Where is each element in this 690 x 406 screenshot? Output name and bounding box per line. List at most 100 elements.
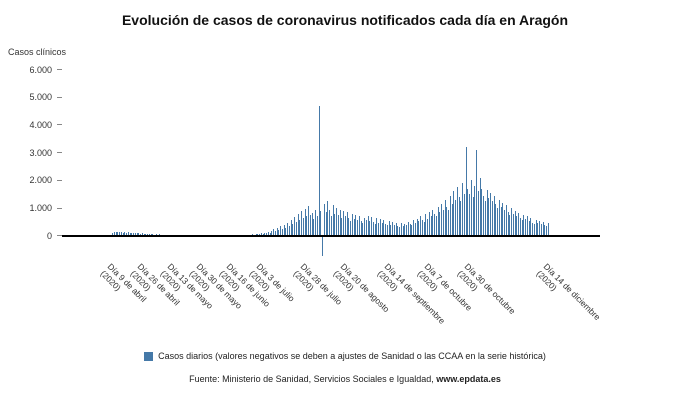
bar-casos-diarios[interactable]	[390, 224, 392, 236]
bar-casos-diarios[interactable]	[519, 218, 521, 236]
bar-casos-diarios[interactable]	[353, 219, 355, 236]
bar-casos-diarios[interactable]	[271, 230, 273, 236]
bar-casos-diarios[interactable]	[320, 210, 322, 236]
bar-casos-diarios[interactable]	[129, 233, 131, 236]
bar-casos-diarios[interactable]	[283, 225, 285, 236]
bar-casos-diarios[interactable]	[343, 210, 345, 236]
bar-casos-diarios[interactable]	[122, 232, 124, 236]
bar-casos-diarios[interactable]	[474, 185, 476, 236]
bar-casos-diarios[interactable]	[446, 206, 448, 236]
bar-casos-diarios[interactable]	[463, 194, 465, 236]
bar-casos-diarios[interactable]	[451, 203, 453, 236]
bar-casos-diarios[interactable]	[280, 226, 282, 236]
bar-casos-diarios[interactable]	[301, 211, 303, 236]
bar-casos-diarios[interactable]	[441, 203, 443, 236]
bar-casos-diarios[interactable]	[362, 223, 364, 236]
bar-casos-diarios[interactable]	[381, 223, 383, 236]
bar-casos-diarios[interactable]	[439, 212, 441, 236]
bar-casos-diarios[interactable]	[140, 233, 142, 236]
bar-casos-diarios[interactable]	[344, 216, 346, 236]
bar-casos-diarios[interactable]	[127, 232, 129, 236]
bar-casos-diarios[interactable]	[407, 221, 409, 236]
bar-casos-diarios[interactable]	[502, 202, 504, 236]
bar-casos-diarios[interactable]	[406, 225, 408, 236]
bar-casos-diarios[interactable]	[346, 212, 348, 236]
bar-casos-diarios[interactable]	[322, 236, 324, 257]
bar-casos-diarios[interactable]	[488, 198, 490, 236]
bar-casos-diarios[interactable]	[448, 209, 450, 236]
bar-casos-diarios[interactable]	[117, 231, 119, 236]
bar-casos-diarios[interactable]	[418, 221, 420, 236]
bar-casos-diarios[interactable]	[360, 221, 362, 236]
bar-casos-diarios[interactable]	[528, 220, 530, 236]
bar-casos-diarios[interactable]	[316, 216, 318, 236]
bar-casos-diarios[interactable]	[290, 219, 292, 236]
bar-casos-diarios[interactable]	[374, 224, 376, 236]
bar-casos-diarios[interactable]	[376, 218, 378, 236]
bar-casos-diarios[interactable]	[285, 227, 287, 236]
bar-casos-diarios[interactable]	[505, 205, 507, 236]
bar-casos-diarios[interactable]	[115, 232, 117, 236]
bar-casos-diarios[interactable]	[460, 201, 462, 236]
bar-casos-diarios[interactable]	[498, 199, 500, 236]
bar-casos-diarios[interactable]	[393, 225, 395, 236]
bar-casos-diarios[interactable]	[532, 222, 534, 236]
bar-casos-diarios[interactable]	[511, 208, 513, 236]
bar-casos-diarios[interactable]	[411, 225, 413, 236]
bar-casos-diarios[interactable]	[292, 223, 294, 236]
bar-casos-diarios[interactable]	[281, 228, 283, 236]
bar-casos-diarios[interactable]	[483, 195, 485, 236]
bar-casos-diarios[interactable]	[409, 224, 411, 236]
bar-casos-diarios[interactable]	[449, 195, 451, 236]
bar-casos-diarios[interactable]	[423, 221, 425, 236]
bar-casos-diarios[interactable]	[434, 214, 436, 236]
bar-casos-diarios[interactable]	[276, 227, 278, 236]
bar-casos-diarios[interactable]	[421, 219, 423, 236]
bar-casos-diarios[interactable]	[348, 218, 350, 236]
bar-casos-diarios[interactable]	[134, 232, 136, 236]
bar-casos-diarios[interactable]	[336, 208, 338, 236]
bar-casos-diarios[interactable]	[481, 188, 483, 236]
bar-casos-diarios[interactable]	[355, 214, 357, 236]
bar-casos-diarios[interactable]	[297, 214, 299, 236]
bar-casos-diarios[interactable]	[304, 208, 306, 236]
bar-casos-diarios[interactable]	[414, 223, 416, 236]
bar-casos-diarios[interactable]	[126, 232, 128, 236]
bar-casos-diarios[interactable]	[507, 212, 509, 236]
bar-casos-diarios[interactable]	[542, 221, 544, 236]
bar-casos-diarios[interactable]	[257, 233, 259, 236]
bar-casos-diarios[interactable]	[295, 222, 297, 236]
bar-casos-diarios[interactable]	[516, 216, 518, 236]
bar-casos-diarios[interactable]	[547, 223, 549, 236]
bar-casos-diarios[interactable]	[325, 212, 327, 236]
bar-casos-diarios[interactable]	[512, 213, 514, 236]
bar-casos-diarios[interactable]	[402, 225, 404, 236]
bar-casos-diarios[interactable]	[462, 183, 464, 236]
bar-casos-diarios[interactable]	[533, 224, 535, 236]
bar-casos-diarios[interactable]	[309, 214, 311, 236]
bar-casos-diarios[interactable]	[351, 213, 353, 236]
bar-casos-diarios[interactable]	[399, 226, 401, 236]
bar-casos-diarios[interactable]	[308, 205, 310, 236]
bar-casos-diarios[interactable]	[514, 210, 516, 236]
bar-casos-diarios[interactable]	[136, 233, 138, 236]
bar-casos-diarios[interactable]	[341, 217, 343, 236]
bar-casos-diarios[interactable]	[267, 231, 269, 236]
bar-casos-diarios[interactable]	[385, 224, 387, 236]
bar-casos-diarios[interactable]	[364, 218, 366, 236]
bar-casos-diarios[interactable]	[124, 232, 126, 236]
bar-casos-diarios[interactable]	[465, 147, 467, 236]
bar-casos-diarios[interactable]	[141, 233, 143, 236]
bar-casos-diarios[interactable]	[112, 232, 114, 236]
bar-casos-diarios[interactable]	[378, 222, 380, 236]
bar-casos-diarios[interactable]	[523, 214, 525, 236]
bar-casos-diarios[interactable]	[395, 223, 397, 236]
bar-casos-diarios[interactable]	[383, 220, 385, 236]
bar-casos-diarios[interactable]	[266, 233, 268, 236]
bar-casos-diarios[interactable]	[392, 221, 394, 236]
bar-casos-diarios[interactable]	[493, 195, 495, 236]
bar-casos-diarios[interactable]	[323, 203, 325, 236]
bar-casos-diarios[interactable]	[264, 232, 266, 236]
bar-casos-diarios[interactable]	[491, 201, 493, 236]
bar-casos-diarios[interactable]	[535, 219, 537, 236]
